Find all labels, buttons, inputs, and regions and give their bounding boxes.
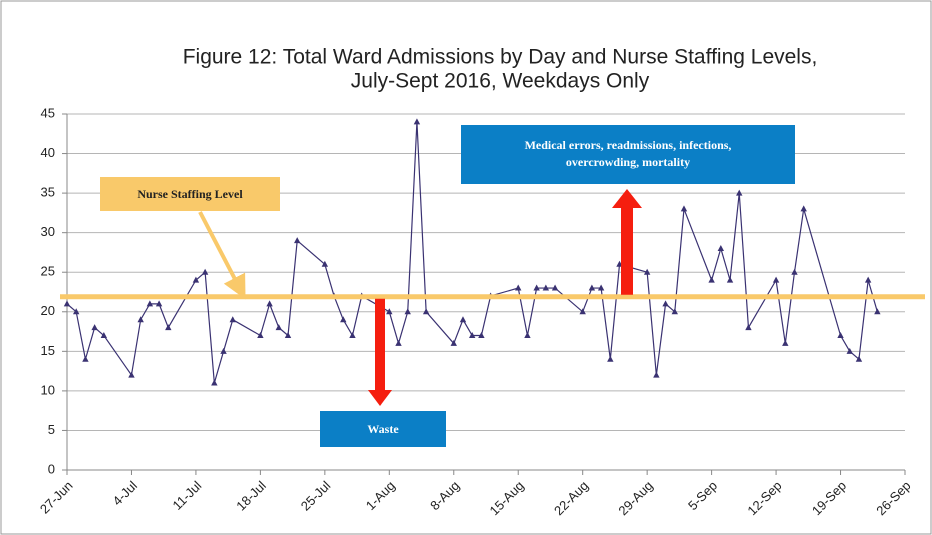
point-marker xyxy=(284,332,292,339)
point-marker xyxy=(671,308,678,315)
staffing-arrow xyxy=(198,211,246,300)
y-tick-label: 25 xyxy=(41,264,55,279)
chart-title: July-Sept 2016, Weekdays Only xyxy=(351,70,650,93)
down-box xyxy=(320,411,446,447)
point-marker xyxy=(468,332,476,339)
point-marker xyxy=(607,355,614,362)
up-label: overcrowding, mortality xyxy=(566,155,690,169)
point-marker xyxy=(146,300,154,307)
chart-title: Figure 12: Total Ward Admissions by Day … xyxy=(183,46,818,69)
point-marker xyxy=(726,276,734,283)
point-marker xyxy=(643,268,651,275)
point-marker xyxy=(551,284,559,291)
point-marker xyxy=(708,276,715,283)
point-marker xyxy=(266,300,273,307)
point-marker xyxy=(745,324,752,331)
up-arrow xyxy=(612,189,642,295)
point-marker xyxy=(321,260,329,267)
y-tick-label: 5 xyxy=(48,422,55,437)
point-marker xyxy=(220,347,227,354)
up-label: Medical errors, readmissions, infections… xyxy=(525,138,732,152)
point-marker xyxy=(229,316,236,323)
point-marker xyxy=(515,284,522,291)
annotations: Nurse Staffing Level Medical errors, read… xyxy=(60,125,925,447)
point-marker xyxy=(772,276,780,283)
point-marker xyxy=(717,244,725,251)
point-marker xyxy=(91,324,98,331)
point-marker xyxy=(165,324,172,331)
point-marker xyxy=(294,237,301,244)
point-marker xyxy=(82,355,89,362)
y-tick-label: 35 xyxy=(41,185,55,200)
point-marker xyxy=(73,308,80,315)
point-marker xyxy=(201,268,209,275)
point-marker xyxy=(533,284,540,291)
point-marker xyxy=(257,332,264,339)
point-marker xyxy=(837,332,844,339)
point-marker xyxy=(450,339,457,346)
point-marker xyxy=(275,324,283,331)
point-marker xyxy=(800,205,807,212)
point-marker xyxy=(588,284,596,291)
point-marker xyxy=(404,308,411,315)
y-tick-label: 15 xyxy=(41,343,55,358)
y-tick-label: 10 xyxy=(41,382,55,397)
point-marker xyxy=(736,189,743,196)
y-tick-label: 0 xyxy=(48,461,55,476)
point-marker xyxy=(864,276,872,283)
point-marker xyxy=(524,332,531,339)
point-marker xyxy=(478,332,485,339)
point-marker xyxy=(349,332,356,339)
point-marker xyxy=(211,379,218,386)
point-marker xyxy=(542,284,550,291)
series-line xyxy=(66,121,878,384)
point-marker xyxy=(100,332,108,339)
point-marker xyxy=(459,316,467,323)
staffing-box xyxy=(100,177,280,211)
y-tick-label: 20 xyxy=(41,303,55,318)
point-marker xyxy=(340,316,347,323)
point-marker xyxy=(137,316,144,323)
staffing-label: Nurse Staffing Level xyxy=(137,187,243,201)
point-marker xyxy=(155,300,163,307)
y-tick-label: 45 xyxy=(41,105,55,120)
down-arrow xyxy=(368,298,392,406)
point-marker xyxy=(386,308,393,315)
point-marker xyxy=(855,355,863,362)
point-marker xyxy=(63,300,71,307)
point-marker xyxy=(791,268,798,275)
point-marker xyxy=(782,339,789,346)
point-marker xyxy=(597,284,605,291)
point-marker xyxy=(395,339,402,346)
up-box xyxy=(461,125,795,184)
point-marker xyxy=(192,276,200,283)
point-marker xyxy=(680,205,688,212)
point-marker xyxy=(413,118,421,125)
point-marker xyxy=(128,371,135,378)
point-marker xyxy=(662,300,669,307)
y-tick-label: 30 xyxy=(41,224,55,239)
point-marker xyxy=(422,308,430,315)
y-tick-label: 40 xyxy=(41,145,55,160)
point-marker xyxy=(653,371,660,378)
point-marker xyxy=(846,347,853,354)
point-marker xyxy=(874,308,881,315)
down-label: Waste xyxy=(367,422,399,436)
point-marker xyxy=(579,308,586,315)
